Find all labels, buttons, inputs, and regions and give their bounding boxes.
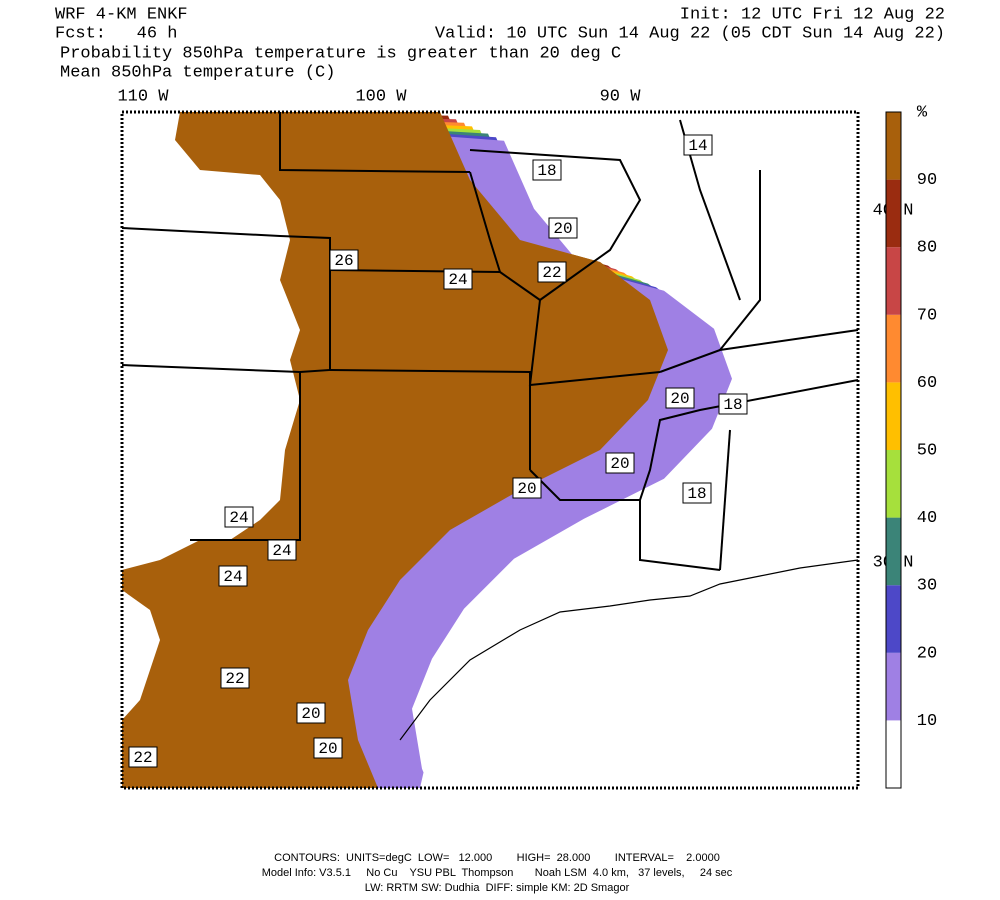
contour-label: 26 — [334, 252, 353, 270]
state-border — [121, 238, 331, 374]
field-title: Mean 850hPa temperature (C) — [60, 63, 335, 82]
contour-label: 20 — [670, 390, 689, 408]
longitude-label: 100 W — [355, 87, 407, 106]
colorbar-segment — [886, 450, 901, 518]
contour-label-box — [296, 702, 326, 724]
state-border — [279, 112, 471, 173]
contour-label-box — [443, 268, 473, 290]
contour-label: 22 — [133, 749, 152, 767]
contour-label: 24 — [448, 271, 467, 289]
contour-label-box — [605, 452, 635, 474]
colorbar-segment — [886, 179, 901, 248]
contour-label: 22 — [542, 264, 561, 282]
footer-line: LW: RRTM SW: Dudhia DIFF: simple KM: 2D … — [365, 882, 630, 894]
contour-label: 24 — [272, 542, 291, 560]
contour-label-box — [537, 261, 567, 283]
contour-label: 20 — [517, 480, 536, 498]
terrain-gap — [122, 590, 160, 720]
coastline — [399, 559, 858, 741]
state-border — [639, 500, 721, 571]
contour-label-box — [224, 506, 254, 528]
colorbar-tick-label: 90 — [917, 171, 937, 190]
state-border — [719, 170, 761, 351]
colorbar-unit: % — [917, 103, 928, 122]
contour-label: 20 — [553, 220, 572, 238]
state-border — [499, 271, 661, 387]
valid-time: Valid: 10 UTC Sun 14 Aug 22 (05 CDT Sun … — [435, 24, 945, 43]
contour-label: 20 — [318, 740, 337, 758]
contour-label: 22 — [225, 670, 244, 688]
footer-line: Model Info: V3.5.1 No Cu YSU PBL Thompso… — [262, 867, 733, 879]
contour-label-box — [128, 746, 158, 768]
colorbar-segment — [886, 585, 901, 653]
colorbar-tick-label: 80 — [917, 239, 937, 258]
terrain-gap — [122, 112, 300, 570]
contour-label-box — [532, 159, 562, 181]
state-border — [469, 149, 642, 301]
colorbar-tick-label: 40 — [917, 509, 937, 528]
contour-label-box — [682, 482, 712, 504]
field-title: Probability 850hPa temperature is greate… — [60, 44, 621, 63]
contour-label: 14 — [688, 137, 707, 155]
colorbar-tick-label: 70 — [917, 306, 937, 325]
colorbar-frame — [885, 111, 902, 789]
contour-label: 18 — [537, 162, 556, 180]
contour-label-box — [267, 539, 297, 561]
state-border — [719, 429, 731, 571]
colorbar-segment — [886, 112, 901, 180]
colorbar-tick-label: 20 — [917, 644, 937, 663]
state-border — [529, 379, 859, 501]
colorbar-segment — [886, 247, 901, 315]
contour-label-box — [218, 565, 248, 587]
model-name: WRF 4-KM ENKF — [55, 5, 188, 24]
colorbar-segment — [886, 720, 901, 788]
state-border — [329, 369, 531, 470]
footer-line: CONTOURS: UNITS=degC LOW= 12.000 HIGH= 2… — [274, 852, 720, 864]
colorbar-segment — [886, 517, 901, 586]
state-border — [190, 372, 301, 541]
init-time: Init: 12 UTC Fri 12 Aug 22 — [680, 5, 945, 24]
contour-label-box — [718, 393, 748, 415]
longitude-label: 110 W — [117, 87, 169, 106]
longitude-label: 90 W — [600, 87, 642, 106]
colorbar-tick-label: 30 — [917, 577, 937, 596]
colorbar-segment — [886, 652, 901, 721]
contour-label: 18 — [723, 396, 742, 414]
colorbar-tick-label: 10 — [917, 712, 937, 731]
contour-label: 20 — [301, 705, 320, 723]
contour-label: 24 — [229, 509, 248, 527]
colorbar-tick-label: 50 — [917, 441, 937, 460]
ocean-area — [420, 570, 858, 788]
contour-label-box — [548, 217, 578, 239]
state-border — [469, 171, 501, 273]
contour-label-box — [329, 249, 359, 271]
contour-label-box — [313, 737, 343, 759]
colorbar: % 10 20 30 40 50 60 70 80 90 — [885, 103, 937, 789]
contour-label: 24 — [223, 568, 242, 586]
map-frame — [120, 110, 860, 790]
forecast-hour: Fcst: 46 h — [55, 24, 177, 43]
colorbar-segment — [886, 314, 901, 383]
colorbar-segment — [886, 382, 901, 450]
contour-label-box — [683, 134, 713, 156]
colorbar-tick-label: 60 — [917, 374, 937, 393]
contour-label-box — [665, 387, 695, 409]
contour-label: 20 — [610, 455, 629, 473]
contour-label: 18 — [687, 485, 706, 503]
contour-label-box — [512, 477, 542, 499]
contour-label-box — [220, 667, 250, 689]
